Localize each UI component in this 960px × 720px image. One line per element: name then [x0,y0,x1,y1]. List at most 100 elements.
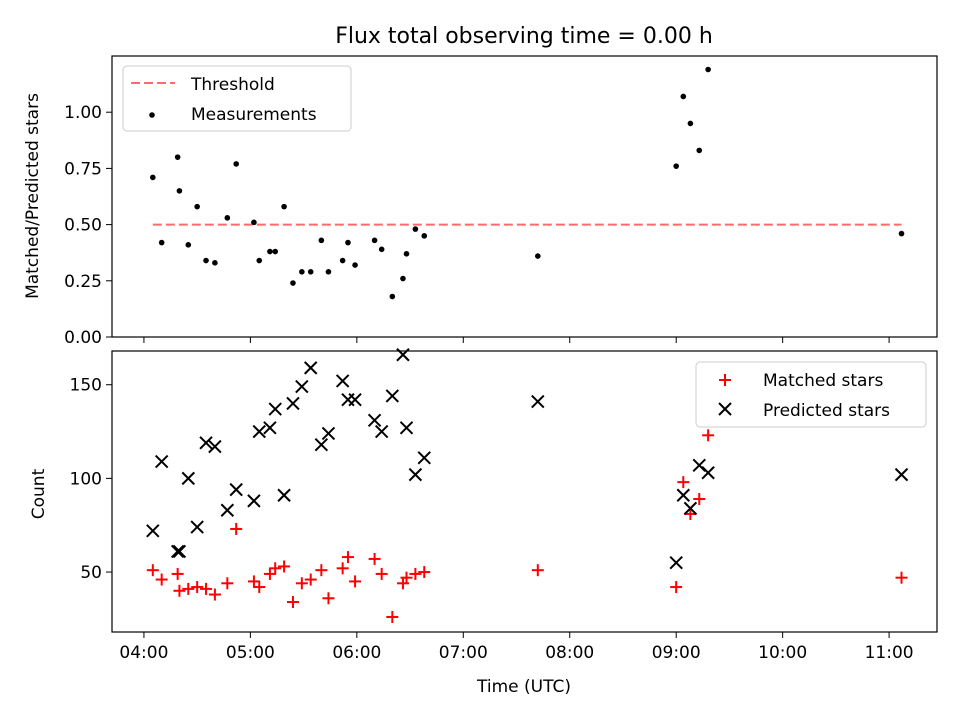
predicted-stars-point [208,439,222,454]
predicted-stars-point [321,426,336,441]
measurement-point [224,215,231,221]
y-tick-label: 0.00 [64,328,102,348]
predicted-stars-point [172,544,187,559]
y-tick-label: 50 [80,563,102,583]
y-tick-label: 150 [70,376,102,396]
top-y-ticks: 0.00 0.25 0.50 0.75 1.00 [64,103,112,348]
measurement-point [400,275,406,282]
x-tick-label: 09:00 [652,643,701,663]
top-legend: Threshold Measurements [122,65,352,132]
top-y-axis-label: Matched/Predicted stars [23,93,43,299]
matched-stars-point [295,577,308,590]
measurement-point [389,293,396,300]
matched-stars-point [278,560,291,573]
measurement-point [150,174,156,181]
predicted-stars-point [277,488,291,502]
x-tick-label: 10:00 [758,643,807,663]
matched-stars-point [269,562,282,575]
predicted-stars-point [676,488,690,502]
predicted-stars-point [669,555,683,570]
predicted-stars-point [170,544,185,559]
measurement-point [158,239,165,246]
predicted-stars-point [247,494,261,508]
x-tick-label: 06:00 [332,643,381,663]
top-legend-box [122,65,352,132]
matched-stars-point [895,571,908,584]
matched-stars-point [208,588,221,601]
predicted-stars-point [146,524,160,538]
measurement-point [307,269,314,275]
measurement-point [535,253,541,259]
matched-stars-point [349,575,362,588]
matched-stars-point [693,492,706,505]
predicted-stars-point [408,467,423,482]
predicted-stars-point [286,396,300,411]
measurement-point [898,230,905,237]
measurement-point [680,93,687,100]
measurements-legend-label: Measurements [191,105,317,125]
matched-stars-point [191,581,204,594]
y-tick-label: 100 [70,469,102,489]
measurement-point [318,237,325,244]
measurement-point [378,246,385,253]
predicted-stars-point [399,421,414,435]
threshold-legend-label: Threshold [190,75,275,95]
top-axes-frame [111,55,938,338]
matched-stars-point [155,573,168,586]
matched-stars-point [702,429,715,442]
matched-stars-point [531,564,544,577]
predicted-legend-swatch [718,402,732,416]
matched-stars-point [253,581,266,594]
predicted-stars-point [417,451,431,465]
matched-stars-point [286,596,299,609]
predicted-stars-point [295,379,309,394]
y-tick-label: 0.75 [64,159,102,179]
measurement-point [212,260,218,266]
matched-stars-point [684,507,697,520]
predicted-stars-point [367,413,382,428]
matched-stars-point [375,567,388,580]
measurement-point [185,242,192,248]
x-axis-label: Time (UTC) [476,677,571,697]
chart-title: Flux total observing time = 0.00 h [335,24,713,49]
matched-stars-point [146,564,159,577]
predicted-stars-point [304,361,318,375]
matched-stars-point [386,611,399,624]
matched-stars-point [409,567,422,580]
matched-legend-swatch [719,374,731,386]
y-tick-label: 0.50 [64,216,102,236]
matched-stars-point [315,564,328,577]
x-tick-label: 04:00 [119,643,168,663]
measurement-point [371,237,378,244]
x-tick-label: 07:00 [439,643,488,663]
predicted-stars-point [348,392,362,407]
bottom-x-ticks: 04:00 05:00 06:00 07:00 08:00 09:00 10:00 11:00 [119,632,914,663]
measurement-point [705,66,711,73]
predicted-stars-point [701,466,715,480]
measurements-legend-swatch [149,112,155,118]
predicted-stars-point [385,389,400,403]
matched-stars-point [670,581,683,594]
matched-stars-point [230,522,243,535]
predicted-stars-point [263,421,277,435]
matched-legend-label: Matched stars [763,371,883,391]
bottom-y-ticks: 50 100 150 [70,376,112,583]
measurement-point [345,239,351,246]
matched-stars-point [171,567,184,580]
measurement-point [203,257,209,264]
y-tick-label: 0.25 [64,272,102,292]
measurement-point [174,154,181,160]
measurement-point [325,269,332,275]
predicted-stars-point [683,501,698,516]
matched-stars-point [182,582,195,595]
matched-stars-point [341,551,354,564]
top-panel: 0.00 0.25 0.50 0.75 1.00 Matched/Predicted s… [23,55,938,348]
measurement-point [673,163,679,169]
x-tick-label: 11:00 [865,643,914,663]
matched-stars-point [322,592,335,605]
predicted-stars-point [252,424,266,439]
predicted-stars-point [181,471,195,486]
predicted-stars-point [154,454,169,469]
matched-stars-point [418,566,431,579]
